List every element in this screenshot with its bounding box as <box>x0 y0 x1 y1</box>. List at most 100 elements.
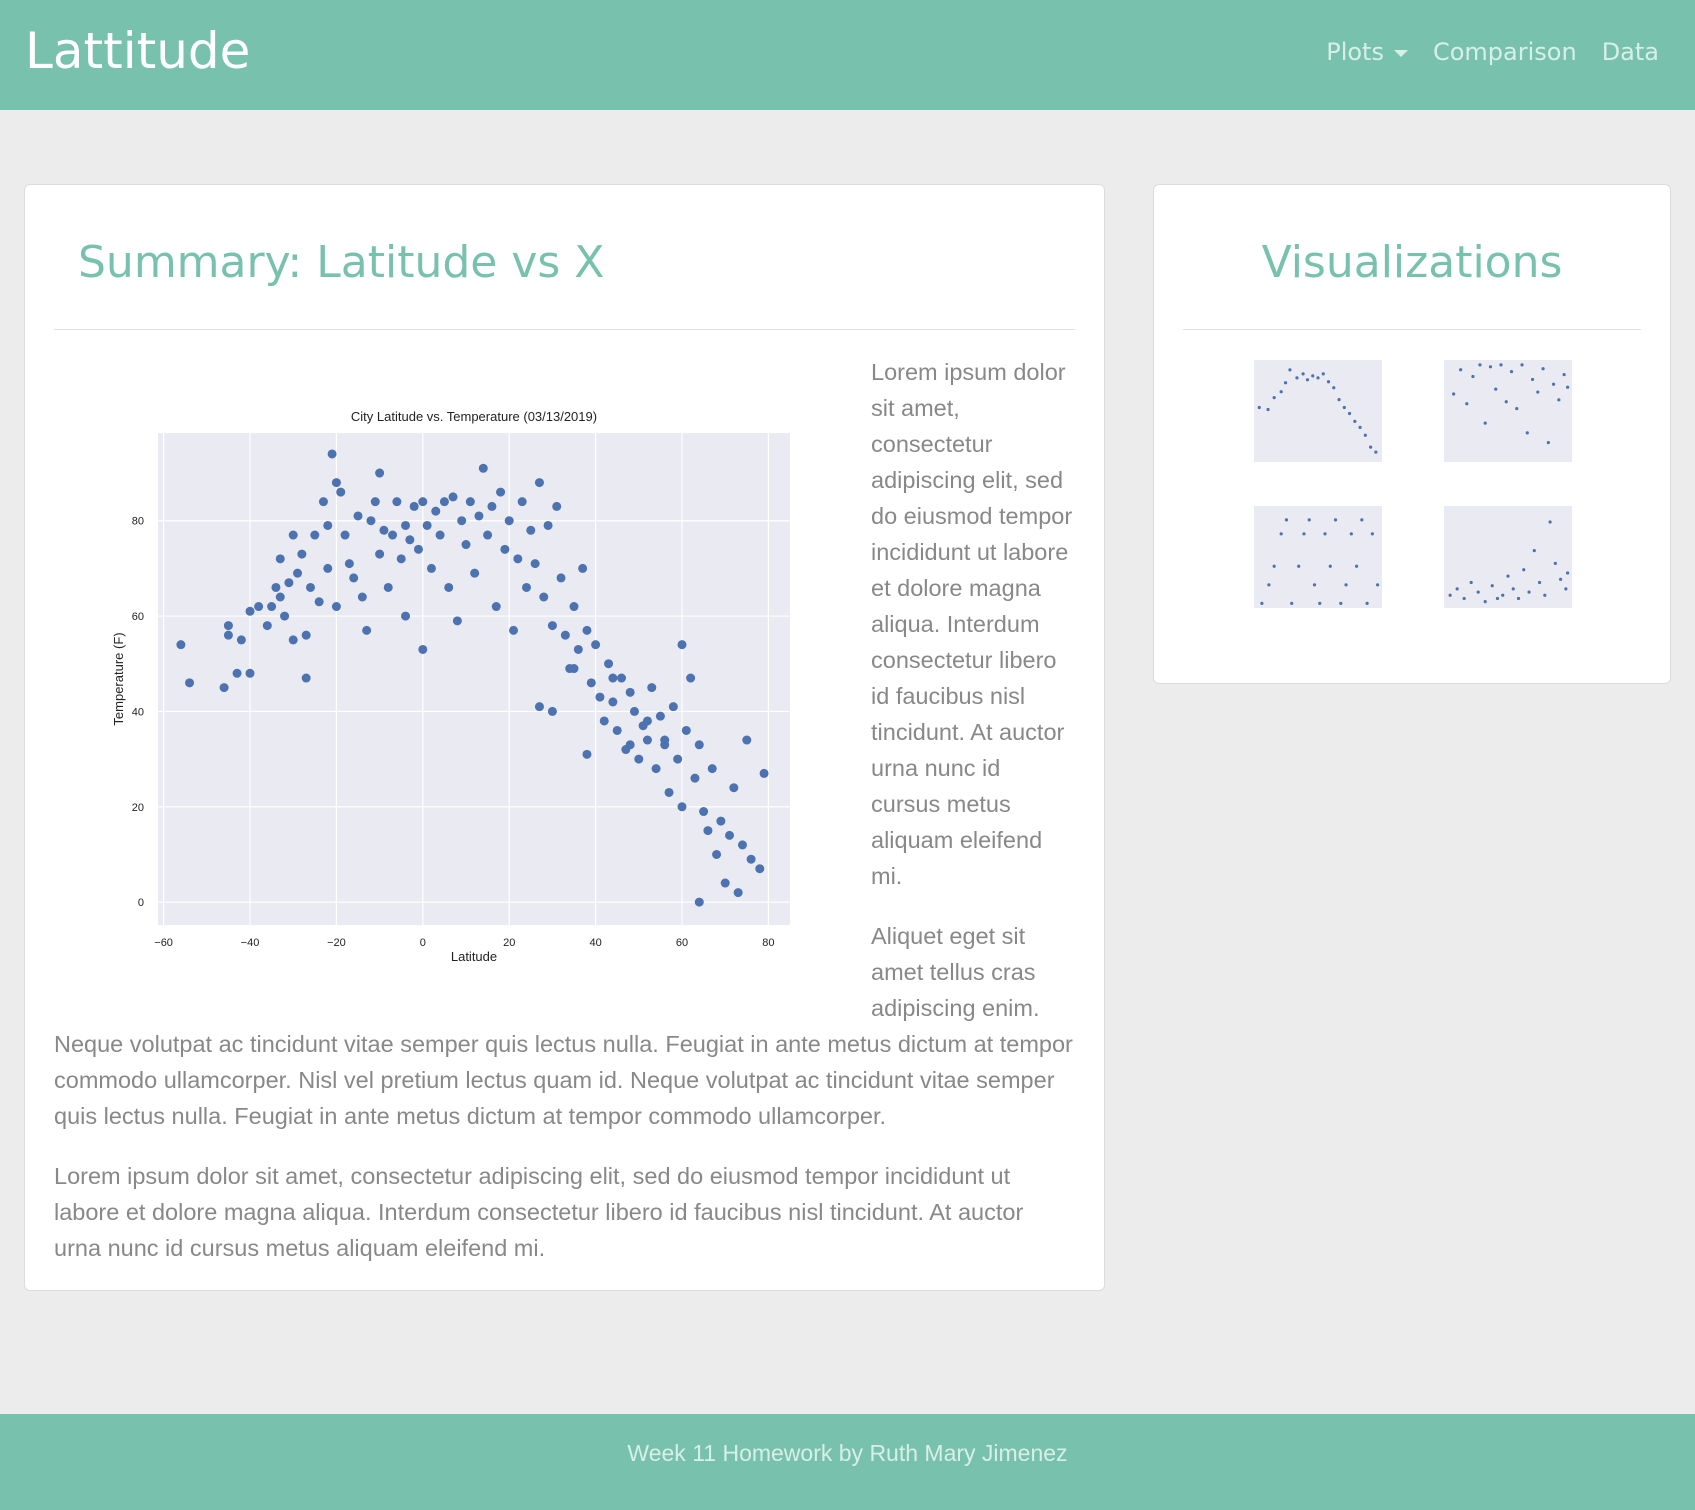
scatter-point <box>267 602 277 612</box>
scatter-point <box>1536 390 1540 394</box>
scatter-point <box>699 807 709 817</box>
scatter-point <box>422 520 432 530</box>
scatter-point <box>474 511 484 521</box>
scatter-point <box>1490 584 1494 588</box>
scatter-point <box>439 497 449 507</box>
thumbnail[interactable] <box>1246 500 1388 619</box>
thumbnail-grid <box>1183 354 1641 619</box>
scatter-point <box>491 602 501 612</box>
dropdown-caret <box>1393 49 1408 57</box>
footer: Week 11 Homework by Ruth Mary Jimenez <box>0 1414 1695 1510</box>
scatter-point <box>357 592 367 602</box>
scatter-point <box>1516 596 1521 601</box>
thumbnail[interactable] <box>1436 354 1578 473</box>
scatter-point <box>625 740 635 750</box>
thumbnail[interactable] <box>1246 354 1388 473</box>
scatter-point <box>733 888 743 898</box>
nav-data[interactable]: Data <box>1601 38 1659 66</box>
scatter-point <box>349 573 359 583</box>
scatter-point <box>604 659 614 669</box>
scatter-point <box>1462 596 1466 601</box>
scatter-point <box>1349 532 1353 536</box>
scatter-point <box>625 687 635 697</box>
nav-plots[interactable]: Plots <box>1326 38 1408 66</box>
scatter-point <box>1267 583 1271 587</box>
x-tick-label: 40 <box>589 937 601 949</box>
scatter-point <box>681 725 691 735</box>
scatter-point <box>1506 574 1510 578</box>
nav-comparison[interactable]: Comparison <box>1432 38 1577 66</box>
scatter-point <box>1465 402 1469 406</box>
y-tick-label: 60 <box>132 611 144 623</box>
scatter-point <box>223 621 233 631</box>
x-axis-label: Latitude <box>451 949 497 964</box>
scatter-point <box>664 787 674 797</box>
scatter-point <box>1520 363 1524 367</box>
scatter-point <box>331 478 341 488</box>
scatter-point <box>1509 370 1514 374</box>
scatter-point <box>301 630 311 640</box>
scatter-point <box>375 468 385 478</box>
scatter-point <box>642 716 652 726</box>
scatter-point <box>547 706 557 716</box>
plot-area <box>158 433 790 925</box>
scatter-point <box>1279 390 1283 394</box>
scatter-point <box>1527 590 1531 594</box>
scatter-point <box>1566 385 1570 389</box>
scatter-point <box>707 764 717 774</box>
scatter-point <box>690 773 700 783</box>
scatter-point <box>1358 425 1362 429</box>
visualizations-card: Visualizations <box>1153 184 1671 684</box>
scatter-point <box>1478 363 1482 367</box>
scatter-point <box>591 640 601 650</box>
summary-title: Summary: Latitude vs X <box>78 237 605 288</box>
thumbnail[interactable] <box>1436 500 1578 619</box>
brand[interactable]: Lattitude <box>25 22 251 80</box>
nav-label: Plots <box>1326 38 1384 66</box>
scatter-point <box>725 830 735 840</box>
scatter-point <box>1360 518 1364 522</box>
scatter-point <box>219 683 229 693</box>
scatter-point <box>504 516 514 526</box>
divider <box>54 329 1075 330</box>
scatter-point <box>254 602 264 612</box>
scatter-point <box>1326 380 1331 384</box>
scatter-point <box>401 611 411 621</box>
scatter-point <box>413 544 423 554</box>
scatter-point <box>1543 593 1547 597</box>
scatter-point <box>1525 431 1529 435</box>
scatter-point <box>1566 571 1570 575</box>
scatter-point <box>1283 381 1288 385</box>
plot-area <box>1444 360 1572 462</box>
scatter-point <box>1363 433 1367 437</box>
scatter-point <box>1548 520 1552 524</box>
scatter-point <box>729 783 739 793</box>
scatter-point <box>1551 382 1556 386</box>
scatter-point <box>401 520 411 530</box>
scatter-point <box>1469 580 1473 585</box>
y-tick-label: 20 <box>132 802 144 814</box>
scatter-point <box>517 497 527 507</box>
scatter-point <box>431 506 441 516</box>
scatter-point <box>275 592 285 602</box>
scatter-point <box>543 520 553 530</box>
scatter-point <box>275 554 285 564</box>
scatter-point <box>487 501 497 511</box>
scatter-point <box>1522 568 1526 572</box>
scatter-point <box>409 501 419 511</box>
scatter-point <box>1530 377 1535 382</box>
scatter-point <box>569 602 579 612</box>
scatter-point <box>392 497 402 507</box>
scatter-point <box>185 678 195 688</box>
chart-title: City Latitude vs. Temperature (03/13/201… <box>351 409 597 424</box>
scatter-point <box>599 716 609 726</box>
y-tick-label: 80 <box>132 516 144 528</box>
scatter-point <box>595 692 605 702</box>
scatter-point <box>1455 587 1459 591</box>
scatter-point <box>617 673 627 683</box>
scatter-point <box>318 497 328 507</box>
scatter-point <box>1511 587 1515 591</box>
scatter-point <box>720 878 730 888</box>
footer-text: Week 11 Homework by Ruth Mary Jimenez <box>627 1440 1068 1466</box>
scatter-point <box>556 573 566 583</box>
